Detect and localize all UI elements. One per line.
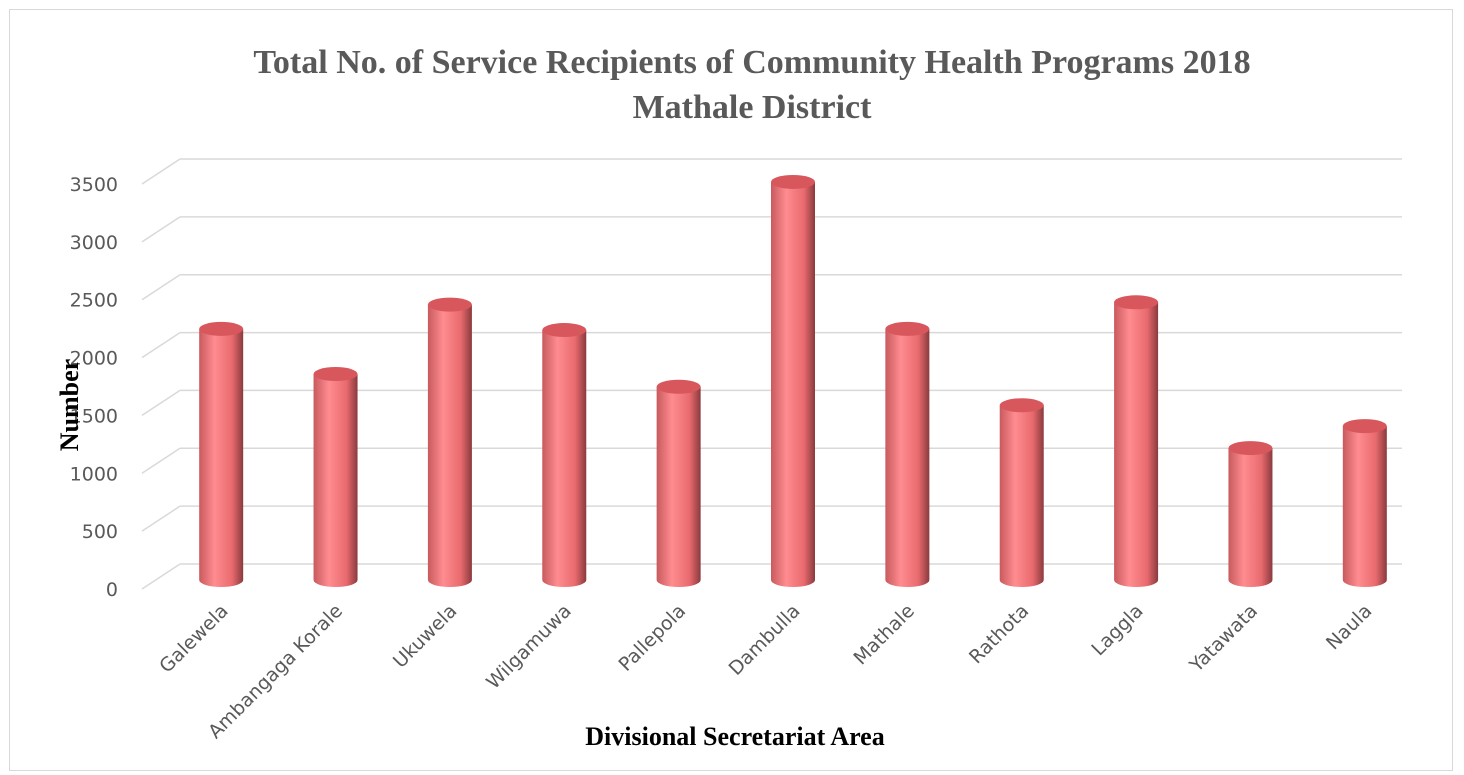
bar-dambulla: [771, 174, 815, 587]
bar-rathota: [999, 398, 1044, 587]
gridline-diagonal: [141, 447, 181, 474]
bar-mathale: [885, 321, 930, 587]
x-axis-label: Divisional Secretariat Area: [585, 722, 885, 751]
bar-top: [885, 321, 930, 336]
chart-title-line1: Total No. of Service Recipients of Commu…: [253, 44, 1251, 81]
bar-ambangaga-korale: [313, 367, 358, 587]
y-tick-label: 1000: [70, 463, 118, 485]
bar-top: [313, 367, 358, 382]
x-tick-label: Naula: [1322, 600, 1376, 654]
bar-top: [656, 379, 701, 394]
gridline-diagonal: [141, 331, 181, 359]
x-tick-label: Wilgamuwa: [482, 600, 576, 694]
gridline-diagonal: [141, 563, 181, 590]
bar-body: [1228, 448, 1273, 587]
bar-body: [199, 328, 244, 587]
gridline-diagonal: [141, 389, 181, 417]
bar-top: [1342, 419, 1387, 434]
bar-top: [542, 323, 587, 338]
bar-body: [885, 328, 930, 587]
chart-title-line2: Mathale District: [632, 89, 872, 126]
x-tick-label: Yatawata: [1185, 600, 1262, 677]
y-tick-label: 2000: [70, 348, 118, 370]
bar-body: [1342, 426, 1387, 587]
x-tick-label: Mathale: [850, 600, 919, 669]
bar-top: [1228, 441, 1273, 456]
y-tick-label: 2500: [70, 290, 118, 312]
x-tick-label: Pallepola: [614, 600, 690, 676]
bar-body: [656, 386, 701, 587]
y-tick-label: 3500: [70, 174, 118, 196]
bar-top: [771, 174, 815, 189]
bar-pallepola: [656, 379, 701, 587]
y-tick-label: 500: [82, 521, 118, 543]
bar-body: [771, 181, 815, 587]
bar-body: [999, 405, 1044, 587]
bar-laggla: [1114, 295, 1159, 587]
chart-title: Total No. of Service Recipients of Commu…: [10, 40, 1464, 130]
bar-wilgamuwa: [542, 323, 587, 587]
gridline-diagonal: [141, 505, 181, 532]
y-axis-label: Number: [55, 358, 84, 452]
bar-ukuwela: [427, 297, 472, 587]
bar-naula: [1342, 419, 1387, 587]
bar-galewela: [199, 321, 244, 587]
gridline-diagonal: [141, 158, 181, 185]
bar-top: [199, 321, 244, 336]
y-tick-label: 1500: [70, 405, 118, 427]
bar-top: [427, 297, 472, 312]
bar-yatawata: [1228, 441, 1273, 587]
bar-body: [313, 374, 358, 587]
bar-body: [1114, 302, 1159, 587]
x-tick-label: Laggla: [1087, 600, 1147, 660]
bar-top: [999, 398, 1044, 413]
bar-body: [427, 304, 472, 587]
bar-body: [542, 330, 587, 587]
y-tick-label: 3000: [70, 232, 118, 254]
bars: [199, 174, 1387, 587]
bar-top: [1114, 295, 1159, 310]
x-tick-label: Rathota: [965, 600, 1033, 668]
x-tick-label: Ukuwela: [389, 600, 462, 673]
gridline-diagonal: [141, 274, 181, 301]
y-axis-ticks: 0 500 1000 1500 2000 2500 3000 3500: [70, 174, 118, 601]
x-tick-label: Dambulla: [725, 600, 805, 680]
x-tick-label: Galewela: [155, 600, 232, 677]
gridline-diagonal: [141, 216, 181, 243]
y-tick-label: 0: [106, 579, 118, 601]
